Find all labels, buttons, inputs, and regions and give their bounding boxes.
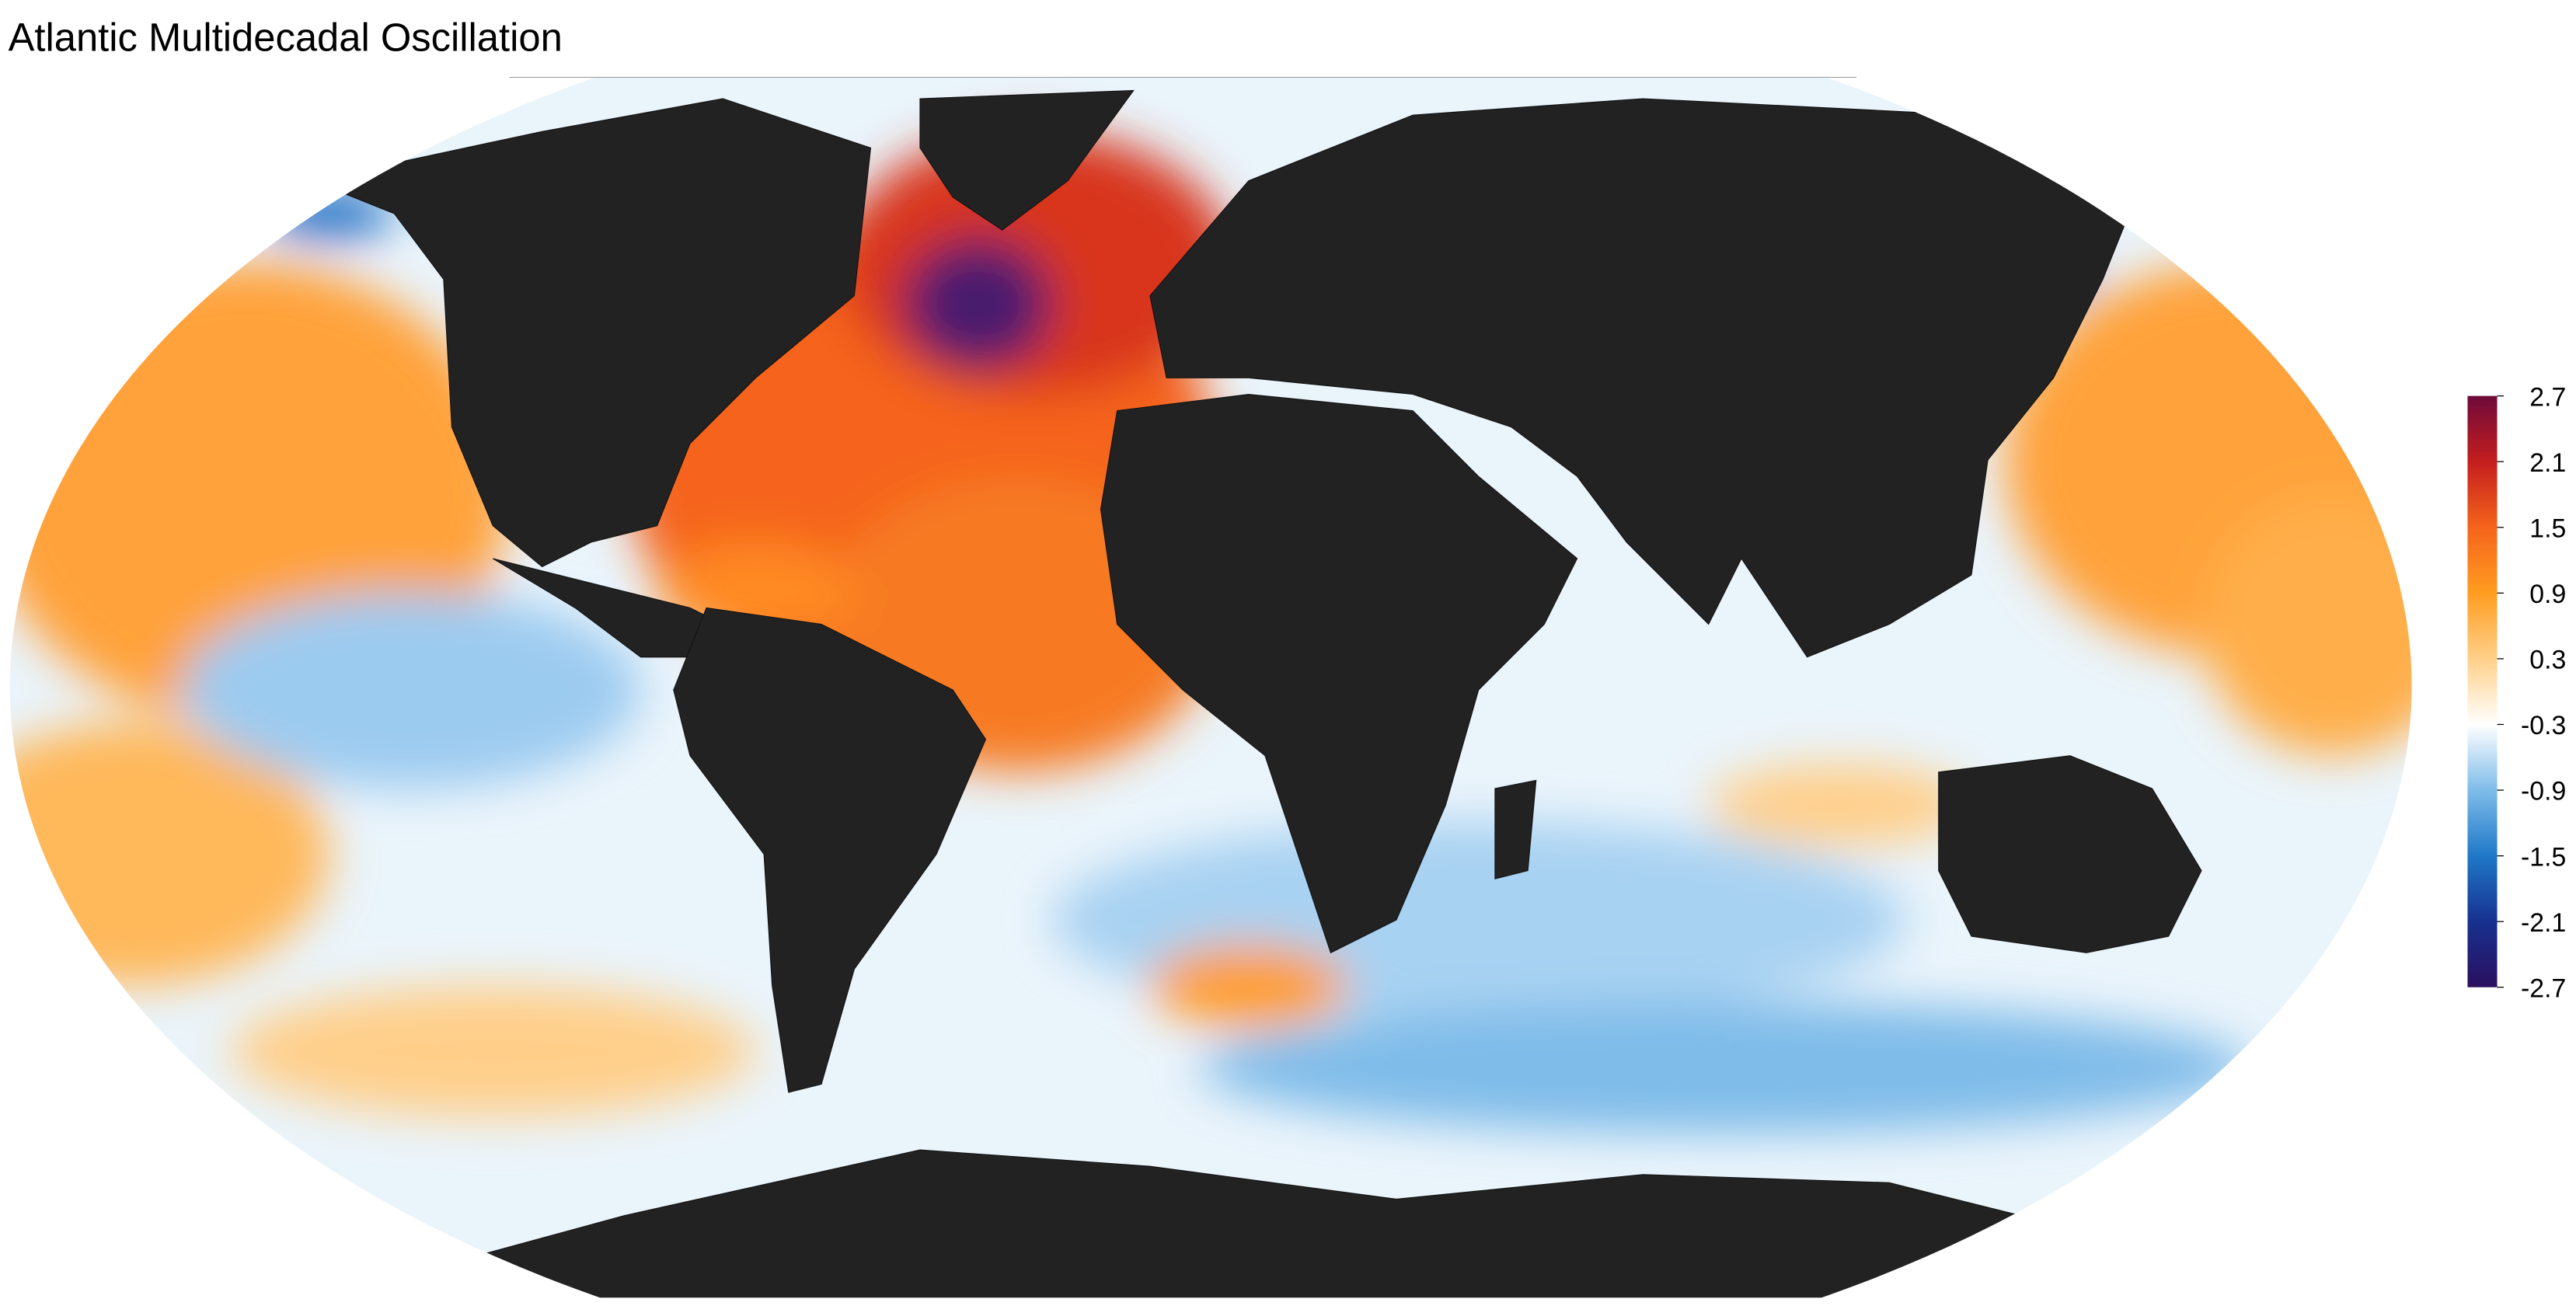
land <box>310 89 2202 1298</box>
colorbar-tick-label: 0.9 <box>2529 580 2566 609</box>
ocean-field <box>9 77 2412 1298</box>
colorbar-tick-label: -0.3 <box>2521 711 2566 740</box>
colorbar-tick-label: 0.3 <box>2529 646 2566 675</box>
colorbar-tick-label: -2.7 <box>2521 973 2566 1003</box>
colorbar-tick-label: 1.5 <box>2529 514 2566 543</box>
colorbar-scale <box>2467 395 2498 987</box>
colorbar-tick-label: -2.1 <box>2521 908 2566 938</box>
colorbar-tick-label: 2.7 <box>2529 382 2566 412</box>
colorbar-tick-label: 2.1 <box>2529 448 2566 478</box>
colorbar-tick-label: -0.9 <box>2521 777 2566 806</box>
colorbar-tick-label: -1.5 <box>2521 842 2566 872</box>
colorbar: 2.7 2.1 1.5 0.9 0.3 -0.3 -0.9 -1.5 -2.1 -2.7 <box>2467 382 2566 1003</box>
map-title: Atlantic Multidecadal Oscillation <box>9 16 563 60</box>
